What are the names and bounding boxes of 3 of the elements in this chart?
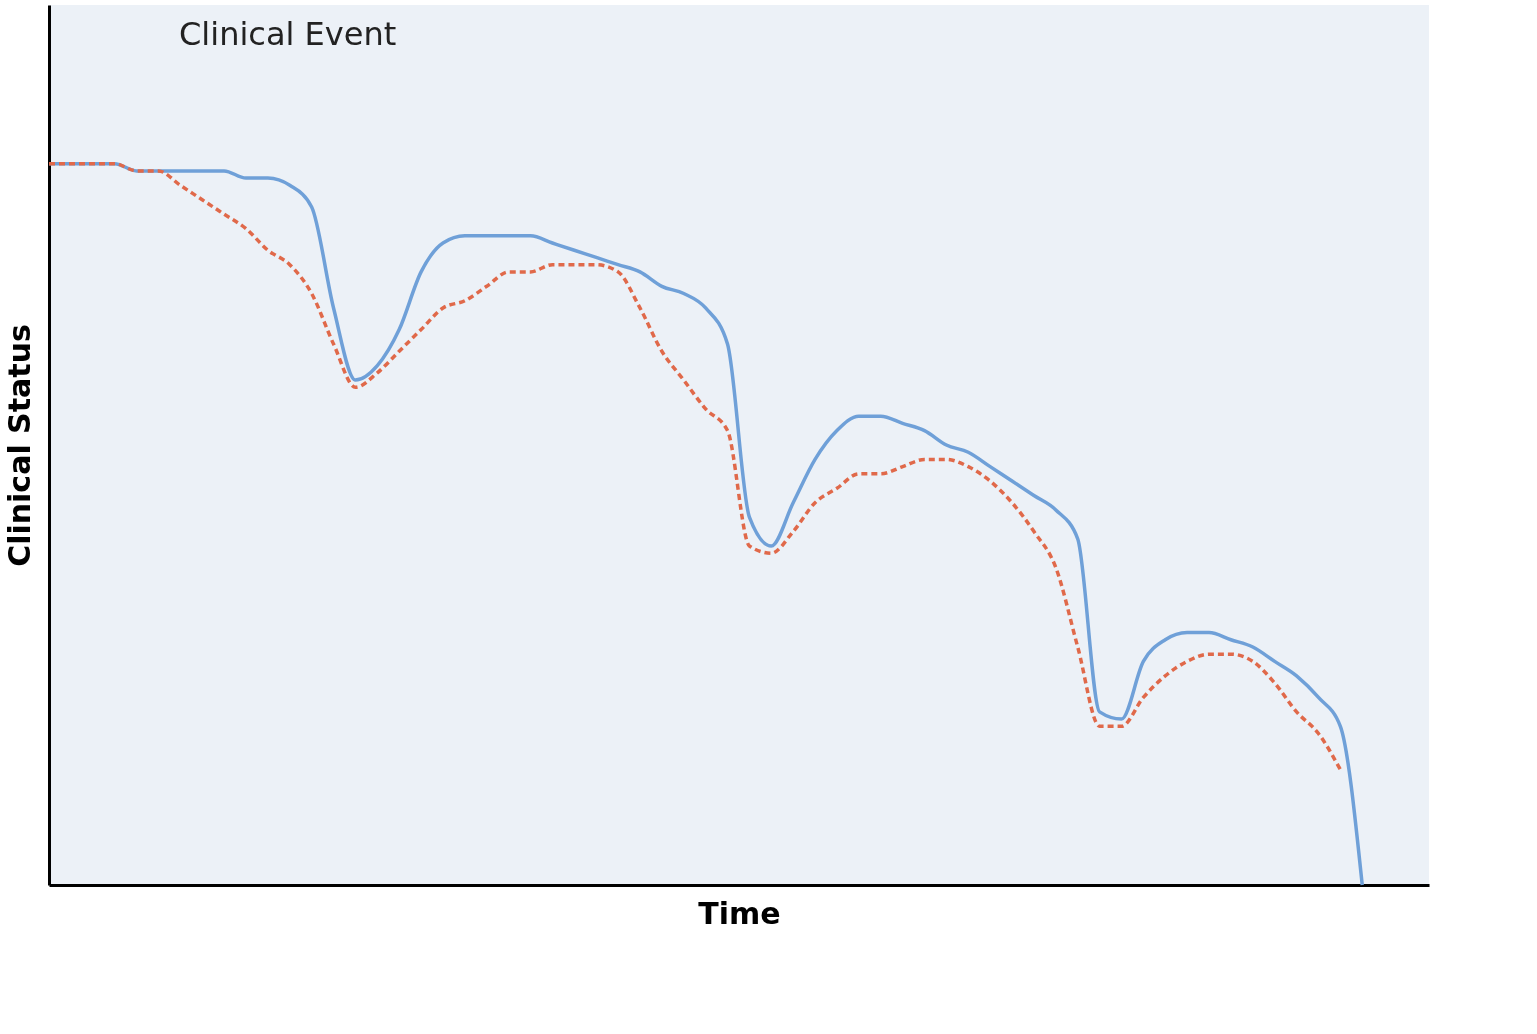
x-axis-title: Time bbox=[698, 895, 781, 931]
y-axis-title: Clinical Status bbox=[1, 324, 37, 567]
text: Clinical Event bbox=[179, 15, 397, 53]
